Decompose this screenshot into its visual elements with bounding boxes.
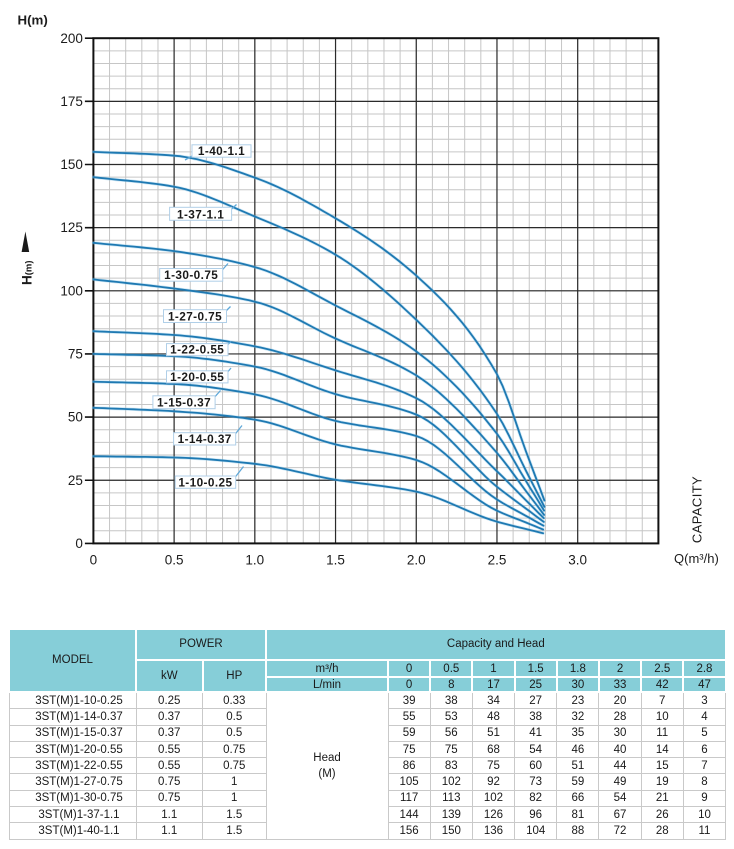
svg-text:0.5: 0.5 <box>165 553 184 568</box>
svg-text:1-30-0.75: 1-30-0.75 <box>164 268 218 282</box>
svg-text:H(m): H(m) <box>20 260 35 285</box>
svg-text:100: 100 <box>60 283 83 298</box>
svg-text:1.0: 1.0 <box>245 553 264 568</box>
svg-text:2.0: 2.0 <box>407 553 426 568</box>
svg-text:1-37-1.1: 1-37-1.1 <box>177 207 224 221</box>
svg-text:200: 200 <box>60 31 83 46</box>
svg-text:75: 75 <box>68 347 83 362</box>
svg-text:50: 50 <box>68 410 83 425</box>
svg-text:0: 0 <box>90 553 98 568</box>
svg-text:1-22-0.55: 1-22-0.55 <box>170 343 224 357</box>
svg-text:CAPACITY: CAPACITY <box>690 476 705 543</box>
svg-text:1-15-0.37: 1-15-0.37 <box>157 396 211 410</box>
svg-text:175: 175 <box>60 94 83 109</box>
svg-text:H(m): H(m) <box>18 13 48 28</box>
svg-text:1-27-0.75: 1-27-0.75 <box>168 310 222 324</box>
svg-text:150: 150 <box>60 157 83 172</box>
svg-text:1-14-0.37: 1-14-0.37 <box>178 432 232 446</box>
svg-text:1-20-0.55: 1-20-0.55 <box>170 370 224 384</box>
svg-text:Q(m³/h): Q(m³/h) <box>674 551 719 566</box>
svg-text:125: 125 <box>60 220 83 235</box>
svg-text:1-10-0.25: 1-10-0.25 <box>178 475 232 489</box>
svg-text:2.5: 2.5 <box>488 553 507 568</box>
svg-text:25: 25 <box>68 473 83 488</box>
svg-text:1.5: 1.5 <box>326 553 345 568</box>
svg-text:3.0: 3.0 <box>568 553 587 568</box>
svg-text:0: 0 <box>75 536 83 551</box>
svg-text:1-40-1.1: 1-40-1.1 <box>198 144 245 158</box>
